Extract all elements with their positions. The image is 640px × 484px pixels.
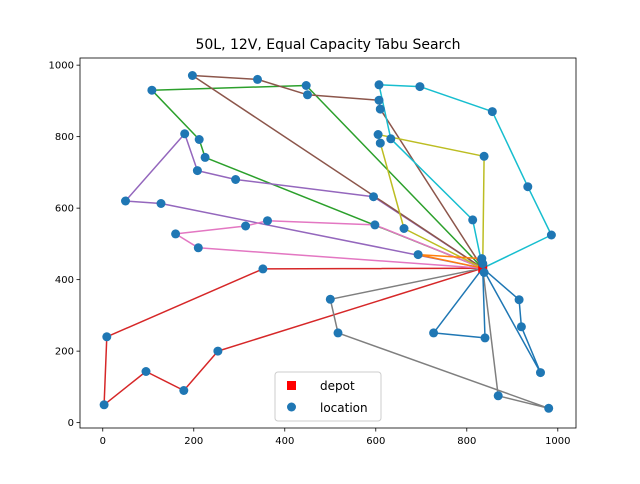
location-point xyxy=(514,295,524,305)
location-point xyxy=(479,151,489,161)
y-tick-label: 600 xyxy=(55,204,74,215)
location-point xyxy=(231,175,241,184)
location-point xyxy=(478,259,488,269)
x-tick-label: 400 xyxy=(275,436,294,447)
location-point xyxy=(544,403,554,413)
legend-frame xyxy=(274,371,382,422)
y-tick-label: 1000 xyxy=(49,61,74,72)
location-point xyxy=(253,74,262,84)
location-point xyxy=(180,129,190,139)
location-point xyxy=(369,192,378,202)
location-point xyxy=(374,80,384,90)
x-tick-label: 200 xyxy=(184,436,203,447)
legend-location-marker xyxy=(287,402,296,412)
location-point xyxy=(487,107,497,117)
location-point xyxy=(179,386,189,395)
location-point xyxy=(99,400,109,410)
points-layer xyxy=(99,71,556,413)
route-line xyxy=(329,267,550,410)
y-tick-label: 200 xyxy=(55,347,74,358)
location-point xyxy=(373,130,383,139)
route-line xyxy=(103,267,483,406)
location-point xyxy=(213,346,223,356)
plot-frame xyxy=(79,57,577,429)
route-line xyxy=(124,133,484,269)
location-point xyxy=(325,294,335,304)
location-point xyxy=(468,215,478,225)
route-line xyxy=(432,267,486,339)
location-point xyxy=(333,328,343,338)
legend: depot location xyxy=(274,371,382,422)
location-point xyxy=(546,230,556,240)
location-point xyxy=(479,268,489,277)
location-point xyxy=(493,391,503,401)
location-point xyxy=(375,104,385,114)
legend-depot-label: depot xyxy=(320,379,355,393)
x-tick-label: 600 xyxy=(366,436,385,447)
chart-title: 50L, 12V, Equal Capacity Tabu Search xyxy=(195,37,460,53)
location-point xyxy=(187,71,197,80)
y-tick-label: 800 xyxy=(55,132,74,143)
location-point xyxy=(102,332,112,342)
x-tick-label: 0 xyxy=(100,436,106,447)
location-point xyxy=(193,243,203,253)
location-point xyxy=(121,196,130,206)
location-point xyxy=(480,333,490,343)
location-point xyxy=(171,229,181,239)
y-tick-label: 0 xyxy=(68,418,74,429)
location-point xyxy=(413,250,423,260)
location-point xyxy=(516,322,526,332)
location-point xyxy=(399,224,409,233)
x-tick-label: 1000 xyxy=(545,436,570,447)
location-point xyxy=(523,182,533,192)
location-point xyxy=(147,85,157,95)
location-point xyxy=(429,328,439,338)
depot-marker xyxy=(478,263,488,273)
route-line xyxy=(151,84,484,269)
y-tick-label: 400 xyxy=(55,275,74,286)
x-tick-label: 800 xyxy=(457,436,476,447)
location-point xyxy=(386,134,396,144)
axes-layer: 0 200 400 600 800 1000 0 200 400 600 800 1000 xyxy=(49,57,577,447)
location-point xyxy=(536,368,545,378)
location-point xyxy=(141,367,151,376)
location-point xyxy=(301,81,311,90)
location-point xyxy=(415,82,425,92)
location-point xyxy=(374,95,384,105)
legend-location-label: location xyxy=(320,401,368,415)
location-point xyxy=(370,220,380,230)
location-point xyxy=(258,264,268,274)
legend-depot-marker xyxy=(287,381,296,390)
location-point xyxy=(194,135,204,144)
location-point xyxy=(192,166,202,176)
location-point xyxy=(200,152,210,162)
location-point xyxy=(241,221,251,231)
location-point xyxy=(375,138,385,148)
location-point xyxy=(263,216,272,226)
location-point xyxy=(156,199,166,208)
location-point xyxy=(303,90,312,100)
